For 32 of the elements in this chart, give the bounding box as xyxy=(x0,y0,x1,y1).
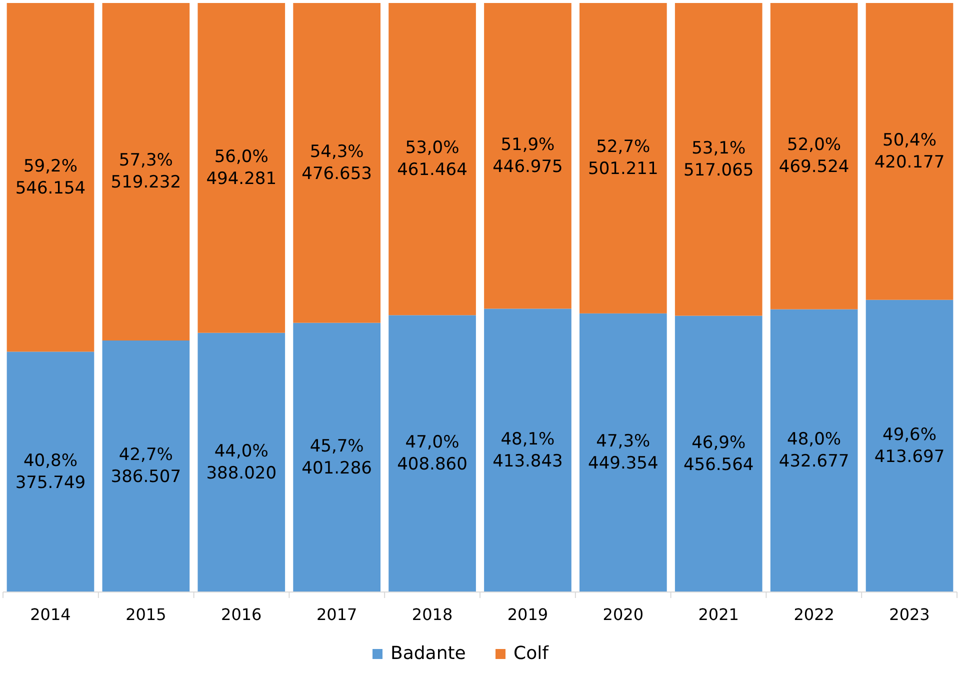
data-label: 47,0% 408.860 xyxy=(397,432,468,475)
data-label: 49,6% 413.697 xyxy=(874,424,945,467)
x-tick-label: 2019 xyxy=(507,605,548,624)
data-label: 42,7% 386.507 xyxy=(110,445,182,488)
data-label: 50,4% 420.177 xyxy=(874,130,945,172)
data-label: 52,0% 469.524 xyxy=(778,135,850,178)
data-label: 54,3% 476.653 xyxy=(302,142,372,184)
legend-label: Colf xyxy=(514,643,550,664)
x-tick-label: 2020 xyxy=(602,605,644,624)
data-label: 48,1% 413.843 xyxy=(492,429,563,472)
x-tick-label: 2016 xyxy=(221,605,262,624)
data-label: 53,0% 461.464 xyxy=(397,138,468,180)
data-label: 45,7% 401.286 xyxy=(302,436,372,478)
data-label: 51,9% 446.975 xyxy=(492,134,563,177)
x-tick-label: 2015 xyxy=(126,605,166,624)
legend-label: Badante xyxy=(390,643,466,664)
data-label: 44,0% 388.020 xyxy=(206,441,277,484)
data-label: 59,2% 546.154 xyxy=(15,156,86,198)
x-tick-label: 2017 xyxy=(316,605,358,624)
x-tick-label: 2014 xyxy=(30,605,71,624)
data-label: 56,0% 494.281 xyxy=(206,146,277,189)
x-tick-label: 2022 xyxy=(794,605,834,624)
x-tick-label: 2021 xyxy=(698,605,739,624)
data-label: 52,7% 501.211 xyxy=(588,137,658,180)
data-label: 48,0% 432.677 xyxy=(778,430,850,472)
x-tick-label: 2023 xyxy=(889,605,930,624)
data-label: 53,1% 517.065 xyxy=(683,138,754,180)
data-label: 46,9% 456.564 xyxy=(683,432,754,475)
data-label: 47,3% 449.354 xyxy=(588,432,658,474)
x-tick-label: 2018 xyxy=(412,605,453,624)
data-label: 40,8% 375.749 xyxy=(15,450,86,493)
data-label: 57,3% 519.232 xyxy=(110,150,182,193)
